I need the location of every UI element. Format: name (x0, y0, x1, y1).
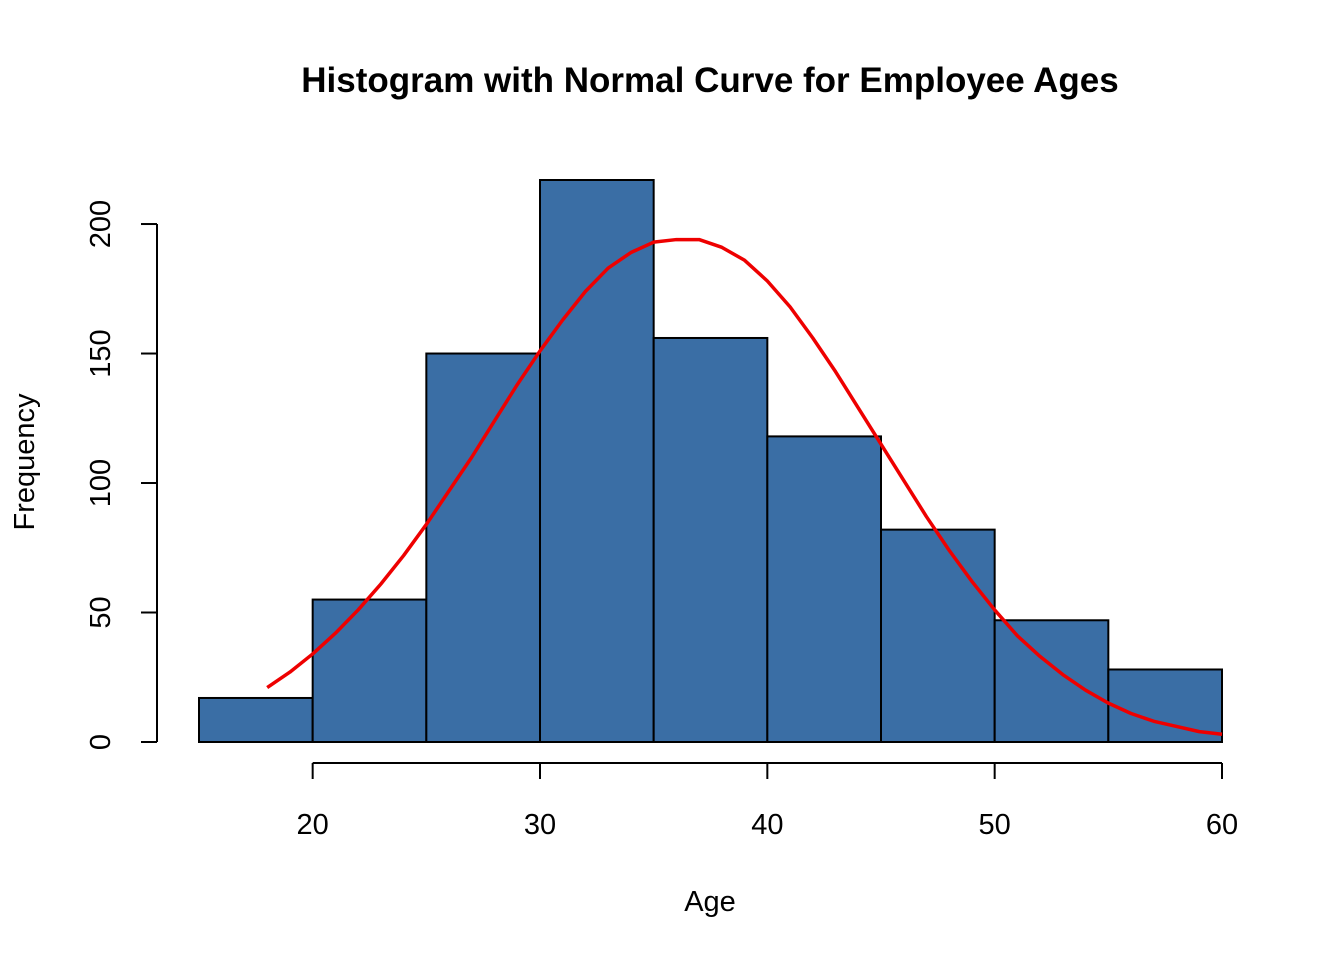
y-axis-label: Frequency (9, 393, 41, 531)
y-tick-label: 0 (85, 734, 117, 750)
histogram-bar-15-20 (198, 696, 314, 743)
histogram-bar-55-60 (1107, 668, 1224, 744)
chart-title: Histogram with Normal Curve for Employee… (301, 61, 1119, 100)
x-tick-label: 30 (524, 809, 556, 841)
histogram-bar-30-35 (539, 179, 655, 743)
normal-curve-line (266, 237, 1223, 736)
y-tick-label: 150 (85, 329, 117, 377)
histogram-bar-50-55 (993, 619, 1110, 743)
x-axis: 20 30 40 50 60 (297, 762, 1238, 841)
y-axis: 0 50 100 150 200 (85, 200, 158, 750)
y-tick-label: 200 (85, 200, 117, 248)
x-tick-label: 40 (751, 809, 783, 841)
histogram-bar-20-25 (311, 598, 428, 744)
x-axis-label: Age (684, 886, 736, 918)
x-tick-label: 20 (297, 809, 329, 841)
histogram-bar-40-45 (766, 435, 882, 743)
x-tick-label: 60 (1206, 809, 1238, 841)
histogram-bar-45-50 (880, 528, 996, 744)
y-tick-label: 100 (85, 459, 117, 507)
histogram-bar-25-30 (425, 352, 542, 743)
histogram-bar-35-40 (652, 336, 769, 743)
x-tick-label: 50 (979, 809, 1011, 841)
y-tick-label: 50 (85, 596, 117, 628)
bars-group (198, 179, 1224, 744)
